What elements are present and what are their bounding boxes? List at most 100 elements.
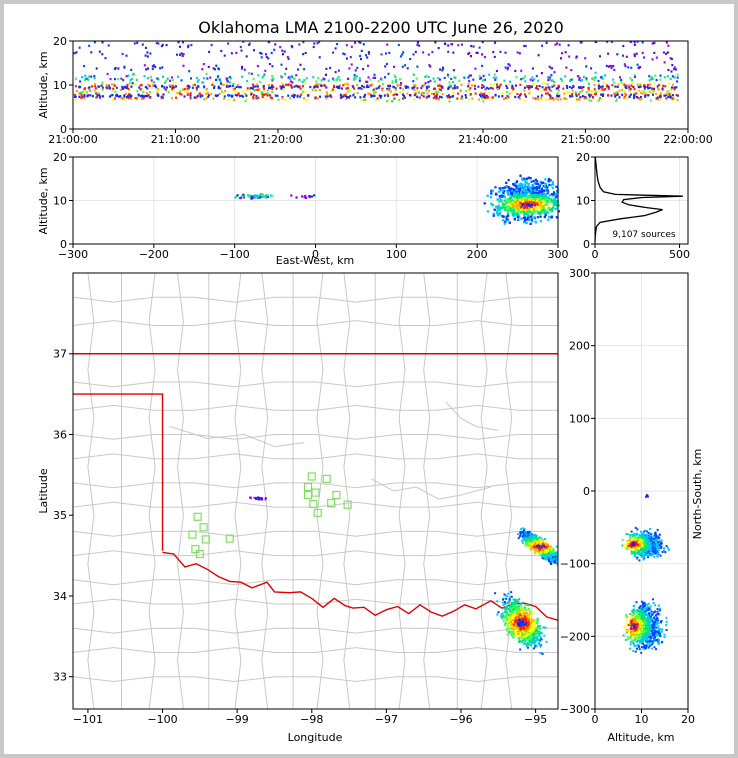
source-point (381, 88, 383, 91)
source-point (523, 613, 526, 616)
source-point (542, 205, 545, 208)
source-point (540, 98, 543, 101)
source-point (479, 95, 482, 98)
source-point (539, 195, 542, 198)
source-point (469, 87, 472, 90)
source-point (519, 610, 522, 613)
source-point (517, 624, 520, 627)
source-point (504, 208, 507, 211)
source-point (432, 96, 435, 100)
source-point (104, 57, 107, 60)
source-point (517, 605, 520, 608)
source-point (504, 96, 507, 100)
source-point (523, 610, 526, 613)
county-line (316, 273, 324, 709)
source-point (557, 204, 560, 207)
source-point (486, 194, 489, 197)
source-point (385, 52, 387, 55)
source-point (534, 549, 537, 552)
source-point (549, 209, 552, 212)
source-point (509, 612, 511, 615)
source-point (528, 540, 531, 543)
source-point (151, 81, 154, 84)
source-point (498, 208, 501, 212)
source-point (502, 598, 504, 601)
source-point (387, 89, 390, 92)
county-line (371, 478, 491, 500)
source-point (482, 74, 485, 77)
source-point (657, 88, 660, 91)
source-point (432, 77, 435, 80)
source-point (507, 193, 510, 196)
source-point (474, 92, 477, 95)
source-point (127, 94, 129, 98)
source-point (506, 212, 510, 215)
source-point (353, 93, 355, 96)
source-point (637, 67, 640, 70)
source-point (252, 77, 255, 80)
source-point (549, 97, 552, 100)
source-point (537, 54, 540, 57)
source-point (98, 93, 101, 96)
source-point (530, 214, 534, 217)
source-point (94, 87, 97, 90)
lma-station-marker (322, 474, 331, 483)
source-point (522, 77, 525, 80)
source-point (659, 74, 662, 77)
source-point (526, 544, 529, 547)
source-point (374, 99, 377, 102)
source-point (120, 97, 123, 100)
source-point (628, 89, 631, 92)
source-point (217, 67, 220, 70)
source-point (452, 69, 455, 72)
source-point (516, 612, 519, 615)
source-point (602, 93, 605, 96)
source-point (250, 72, 253, 75)
time-height-x-ticks: 21:00:00 21:10:00 21:20:00 21:30:00 21:40:00… (48, 129, 713, 146)
source-point (520, 620, 523, 623)
source-point (498, 197, 501, 200)
source-point (587, 87, 590, 90)
source-point (534, 552, 537, 555)
source-point (521, 183, 524, 186)
source-point (513, 603, 516, 606)
source-point (567, 44, 570, 47)
source-point (250, 86, 253, 89)
source-point (515, 611, 518, 614)
source-point (530, 218, 533, 221)
source-point (151, 67, 154, 71)
source-point (501, 612, 504, 615)
source-point (339, 93, 342, 96)
source-point (555, 557, 558, 560)
source-point (128, 82, 131, 85)
source-point (491, 96, 494, 99)
source-point (529, 186, 532, 190)
source-point (508, 209, 511, 212)
source-point (415, 77, 418, 80)
source-point (268, 41, 271, 44)
source-point (517, 600, 520, 603)
source-point (606, 84, 609, 87)
source-point (537, 98, 540, 101)
source-point (528, 631, 531, 634)
source-point (166, 86, 168, 89)
source-point (503, 186, 506, 189)
source-point (526, 198, 529, 201)
source-point (511, 630, 514, 633)
source-point (509, 617, 512, 620)
source-point (496, 613, 499, 616)
source-point (171, 84, 174, 87)
source-point (538, 186, 541, 189)
source-point (550, 184, 553, 187)
source-point (526, 190, 529, 193)
source-point (653, 51, 656, 54)
source-point (603, 81, 605, 84)
source-point (623, 63, 626, 66)
county-line (73, 647, 558, 653)
source-point (569, 79, 572, 83)
source-point (478, 74, 481, 78)
source-point (140, 95, 142, 98)
source-point (510, 204, 513, 207)
source-point (500, 199, 503, 202)
source-point (538, 536, 541, 539)
